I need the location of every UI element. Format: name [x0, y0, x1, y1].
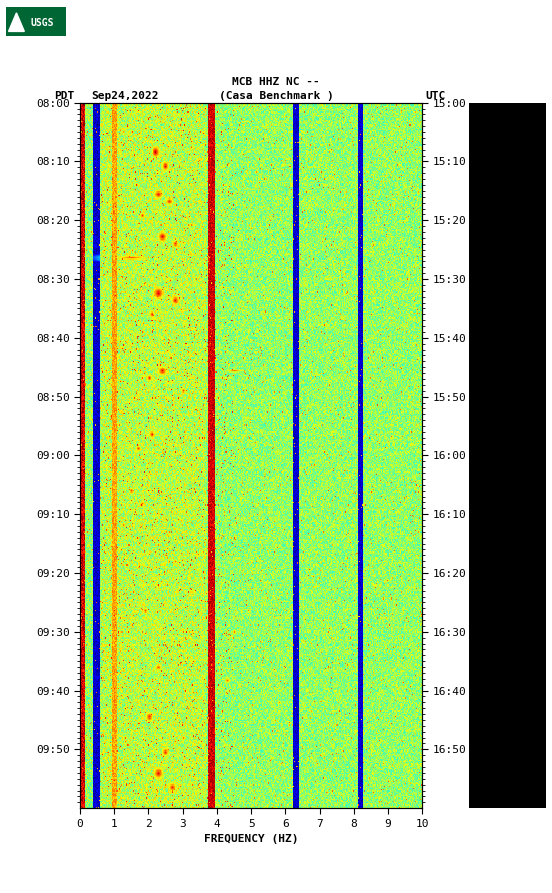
Text: MCB HHZ NC --: MCB HHZ NC --	[232, 77, 320, 88]
Text: PDT: PDT	[54, 91, 75, 102]
Text: (Casa Benchmark ): (Casa Benchmark )	[219, 91, 333, 102]
Polygon shape	[9, 13, 24, 31]
Text: Sep24,2022: Sep24,2022	[91, 91, 158, 102]
X-axis label: FREQUENCY (HZ): FREQUENCY (HZ)	[204, 834, 299, 844]
Text: USGS: USGS	[30, 18, 54, 28]
Text: UTC: UTC	[425, 91, 445, 102]
